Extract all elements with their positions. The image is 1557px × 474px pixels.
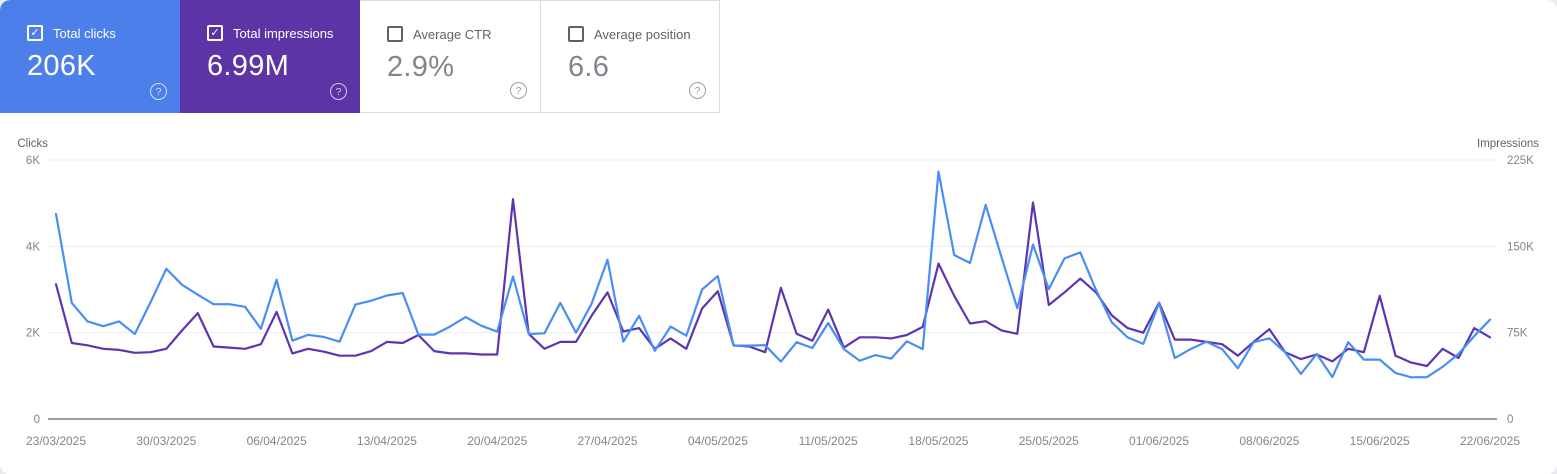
right-axis-tick: 225K xyxy=(1507,155,1534,167)
average-position-label: Average position xyxy=(594,26,691,42)
right-axis-tick: 0 xyxy=(1507,414,1513,426)
performance-chart[interactable]: Clicks Impressions 6K 4K 2K 0 225K 150K 75K 0 23/0… xyxy=(0,113,1557,474)
card-average-ctr[interactable]: Average CTR 2.9% ? xyxy=(360,0,540,113)
x-axis-date-label: 25/05/2025 xyxy=(1019,434,1079,448)
x-axis-date-label: 01/06/2025 xyxy=(1129,434,1189,448)
x-axis-date-label: 20/04/2025 xyxy=(467,434,527,448)
average-ctr-value: 2.9% xyxy=(387,51,455,83)
total-impressions-label: Total impressions xyxy=(233,25,334,41)
card-total-impressions[interactable]: Total impressions 6.99M ? xyxy=(180,0,360,113)
impressions-line xyxy=(54,198,1492,368)
card-total-clicks[interactable]: Total clicks 206K ? xyxy=(0,0,180,113)
average-position-checkbox[interactable] xyxy=(568,26,584,42)
x-axis-date-label: 22/06/2025 xyxy=(1460,434,1520,448)
left-axis-title: Clicks xyxy=(17,138,48,150)
right-axis-tick: 150K xyxy=(1507,241,1534,253)
left-axis-tick: 6K xyxy=(26,155,40,167)
right-axis-title: Impressions xyxy=(1477,138,1539,150)
help-icon[interactable]: ? xyxy=(510,82,527,99)
x-axis-date-label: 30/03/2025 xyxy=(136,434,196,448)
right-axis-tick: 75K xyxy=(1507,328,1528,340)
performance-chart-svg[interactable]: Clicks Impressions 6K 4K 2K 0 225K 150K 75K 0 23/0… xyxy=(0,113,1557,474)
x-axis-date-label: 18/05/2025 xyxy=(908,434,968,448)
help-icon[interactable]: ? xyxy=(689,82,706,99)
left-axis-tick: 2K xyxy=(26,328,40,340)
metric-cards-row: Total clicks 206K ? Total impressions 6.… xyxy=(0,0,1557,113)
card-average-position[interactable]: Average position 6.6 ? xyxy=(540,0,720,113)
help-icon[interactable]: ? xyxy=(150,83,167,100)
left-axis-tick: 0 xyxy=(34,414,40,426)
x-axis-date-label: 08/06/2025 xyxy=(1239,434,1299,448)
x-axis-date-label: 11/05/2025 xyxy=(799,434,858,448)
help-icon[interactable]: ? xyxy=(330,83,347,100)
x-axis-date-label: 06/04/2025 xyxy=(247,434,307,448)
total-clicks-checkbox[interactable] xyxy=(27,25,43,41)
clicks-line xyxy=(54,170,1492,379)
total-impressions-value: 6.99M xyxy=(207,50,290,82)
x-axis-date-label: 27/04/2025 xyxy=(578,434,638,448)
x-axis-date-label: 15/06/2025 xyxy=(1350,434,1410,448)
x-axis-date-label: 13/04/2025 xyxy=(357,434,417,448)
average-ctr-checkbox[interactable] xyxy=(387,26,403,42)
x-axis-date-label: 23/03/2025 xyxy=(26,434,86,448)
average-position-value: 6.6 xyxy=(568,51,610,83)
left-axis-tick: 4K xyxy=(26,241,40,253)
total-clicks-value: 206K xyxy=(27,50,96,82)
total-clicks-label: Total clicks xyxy=(53,25,116,41)
average-ctr-label: Average CTR xyxy=(413,26,492,42)
total-impressions-checkbox[interactable] xyxy=(207,25,223,41)
x-axis-date-label: 04/05/2025 xyxy=(688,434,748,448)
